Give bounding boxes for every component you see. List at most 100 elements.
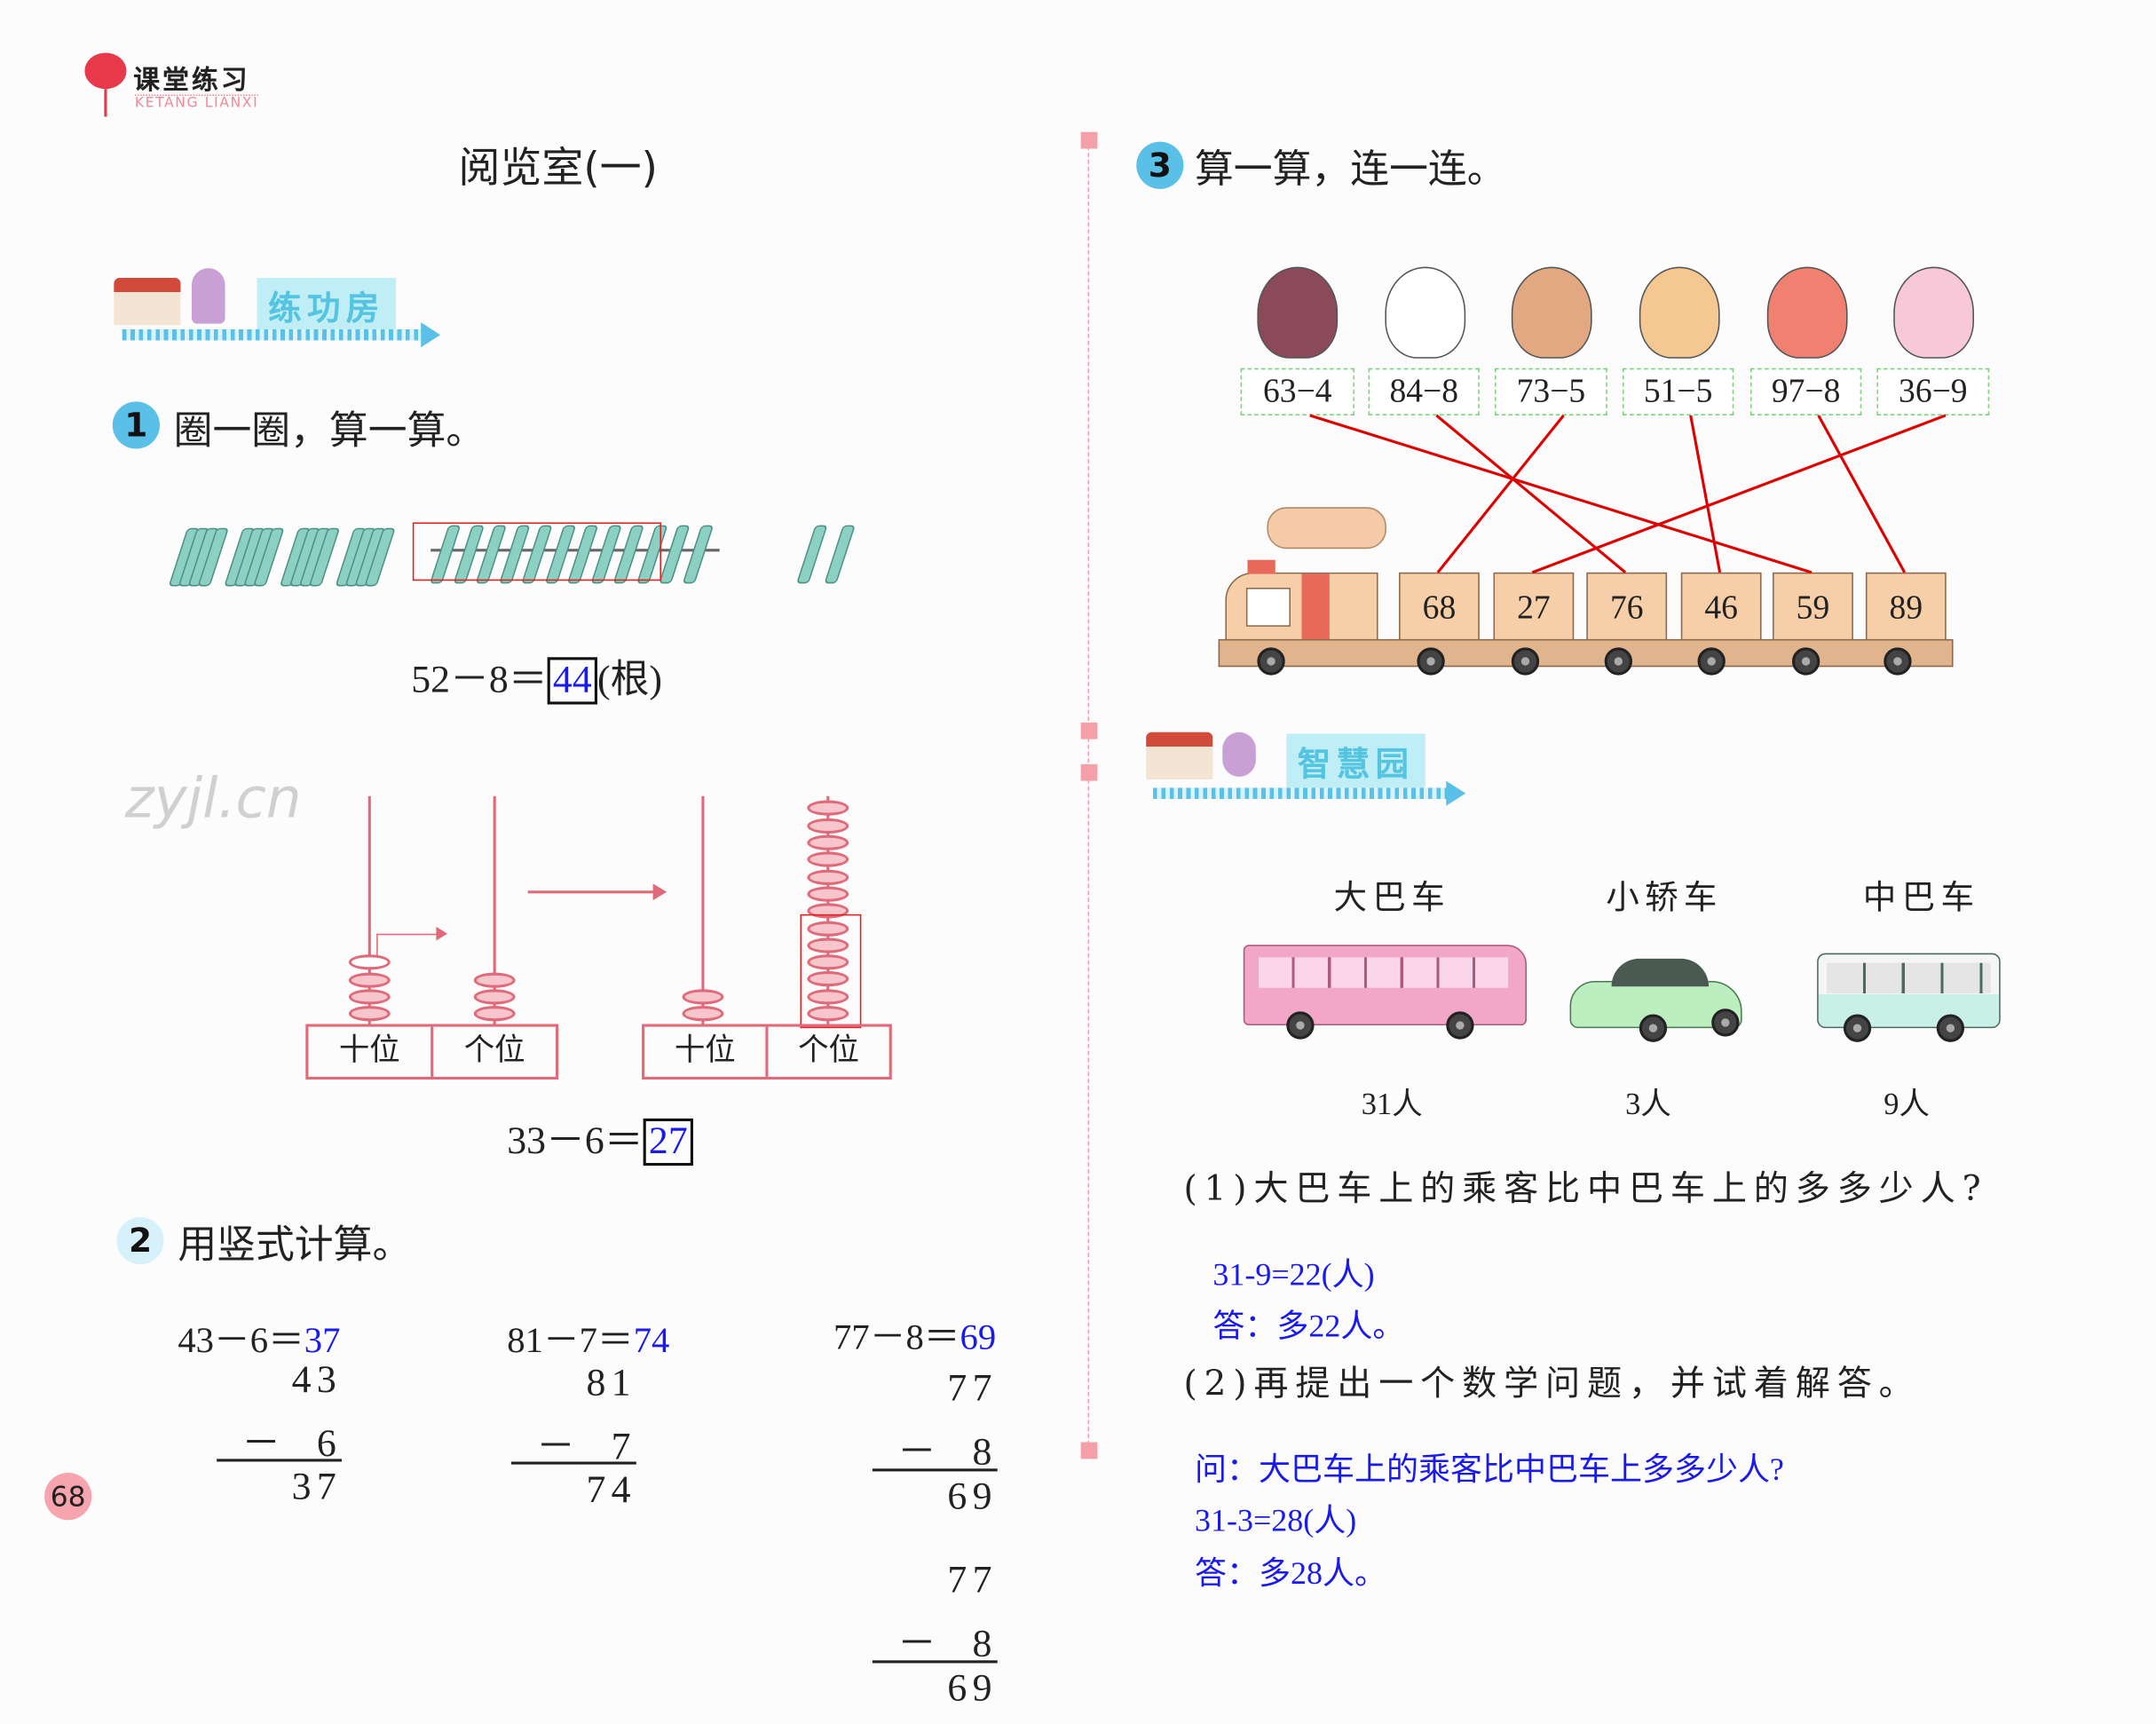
circled-region <box>412 522 661 581</box>
question-number-2: 2 <box>116 1217 164 1265</box>
problem-1: 43－6＝37 <box>178 1311 340 1363</box>
place-value-box-left: 十位 个位 <box>305 1024 559 1080</box>
bead <box>348 989 391 1005</box>
answer-2-calc: 31-3=28(人) <box>1194 1503 1357 1538</box>
equation: 77－8＝ <box>833 1317 960 1358</box>
vehicle-count-big-bus: 31人 <box>1361 1086 1423 1122</box>
bead <box>348 1006 391 1022</box>
vertical-sub: － 7 <box>536 1425 636 1469</box>
wheel-icon <box>1697 647 1726 676</box>
equation-left: 52－8＝ <box>411 658 548 702</box>
vertical-rule <box>510 1461 636 1464</box>
girl-icon <box>1222 732 1256 777</box>
chimney <box>1247 559 1275 574</box>
mid-bus-icon <box>1817 953 2001 1029</box>
bead <box>348 972 391 988</box>
cat-icon <box>1639 266 1720 359</box>
vertical-sub-repeat: － 8 <box>897 1623 998 1666</box>
connection-line <box>1689 415 1722 573</box>
bead <box>807 954 849 970</box>
page-divider <box>1087 138 1090 1452</box>
vertical-result: 69 <box>947 1475 998 1519</box>
bead <box>807 834 849 850</box>
vertical-rule <box>217 1459 343 1461</box>
expression-box: 51−5 <box>1623 368 1734 415</box>
vertical-rule <box>872 1468 998 1471</box>
vehicle-label-big-bus: 大巴车 <box>1333 878 1450 917</box>
abacus-rod-tens <box>367 795 371 1024</box>
equation: 81－7＝ <box>507 1319 634 1361</box>
bead <box>807 988 849 1005</box>
logo-title: 课堂练习 <box>133 65 250 96</box>
arrowhead-icon <box>652 883 667 901</box>
problem-3: 77－8＝69 <box>833 1309 996 1360</box>
bead <box>807 971 849 987</box>
vertical-top-repeat: 77 <box>947 1559 998 1602</box>
locomotive-window <box>1245 588 1291 627</box>
bead <box>807 937 849 953</box>
answer-2-reply: 答：多28人。 <box>1194 1555 1386 1592</box>
word-question-2: (2)再提出一个数学问题，并试着解答。 <box>1183 1363 1921 1404</box>
wheel-icon <box>1639 1014 1668 1042</box>
expression-box: 84−8 <box>1368 368 1480 415</box>
word-question-1: (1)大巴车上的乘客比中巴车上的多多少人? <box>1183 1168 1988 1209</box>
wheel-icon <box>1884 647 1912 676</box>
hedgehog-icon <box>1257 266 1339 359</box>
logo-subtitle: KETANG LIANXI <box>134 94 259 112</box>
vertical-sub: － 8 <box>897 1431 998 1475</box>
bead <box>807 1006 849 1022</box>
pavilion-icon <box>1146 732 1213 780</box>
tens-label: 十位 <box>674 1033 736 1069</box>
answer-1-reply: 答：多22人。 <box>1212 1309 1405 1344</box>
bead <box>473 989 516 1005</box>
expression-box: 97−8 <box>1750 368 1862 415</box>
big-bus-icon <box>1243 945 1528 1026</box>
question-number-3: 3 <box>1136 141 1184 189</box>
bead <box>807 920 849 937</box>
watermark: zyjl.cn <box>124 766 302 831</box>
vehicle-count-car: 3人 <box>1625 1086 1671 1122</box>
move-arrow-small <box>376 933 439 958</box>
circled-beads <box>800 913 862 1029</box>
kungfu-kid-icon <box>191 268 225 324</box>
wheel-icon <box>1936 1014 1965 1042</box>
expression-box: 73−5 <box>1495 368 1607 415</box>
equation-left: 33－6＝ <box>507 1119 644 1163</box>
bead <box>807 818 849 834</box>
equation: 43－6＝ <box>178 1319 304 1361</box>
question-1-text: 圈一圈，算一算。 <box>173 407 486 454</box>
question-2-text: 用竖式计算。 <box>178 1221 412 1268</box>
answer: 37 <box>304 1319 341 1361</box>
ones-label: 个位 <box>430 1026 556 1077</box>
bead <box>682 989 724 1005</box>
wheel-icon <box>1286 1011 1315 1040</box>
wheel-icon <box>1843 1014 1872 1042</box>
goat-icon <box>1385 266 1466 359</box>
connection-line <box>1309 414 1812 574</box>
train-car: 89 <box>1865 572 1947 643</box>
answer-2-question: 问：大巴车上的乘客比中巴车上多多少人? <box>1194 1451 1784 1487</box>
chicken-icon <box>1766 266 1848 359</box>
train-car: 59 <box>1773 572 1853 643</box>
section-bar <box>122 328 423 341</box>
page-number: 68 <box>44 1473 92 1521</box>
arrowhead-icon <box>436 926 447 941</box>
wheel-icon <box>1257 647 1285 676</box>
vertical-top: 43 <box>291 1358 343 1403</box>
connection-line <box>1817 415 1907 573</box>
abacus-rod-ones <box>493 795 496 1024</box>
crossbar <box>430 549 720 552</box>
place-value-box-right: 十位 个位 <box>642 1024 892 1080</box>
bead <box>807 801 849 817</box>
answer-1-calc: 31-9=22(人) <box>1212 1257 1375 1293</box>
problem-2: 81－7＝74 <box>507 1311 669 1363</box>
locomotive <box>1225 572 1378 643</box>
question-3-text: 算一算，连一连。 <box>1194 146 1506 192</box>
train-car: 76 <box>1586 572 1668 643</box>
bead <box>807 886 849 902</box>
transform-arrow <box>527 890 656 894</box>
wheel-icon <box>1417 647 1445 676</box>
vehicle-count-mid-bus: 9人 <box>1884 1086 1930 1122</box>
answer: 74 <box>633 1319 670 1361</box>
removed-bead <box>348 954 391 970</box>
